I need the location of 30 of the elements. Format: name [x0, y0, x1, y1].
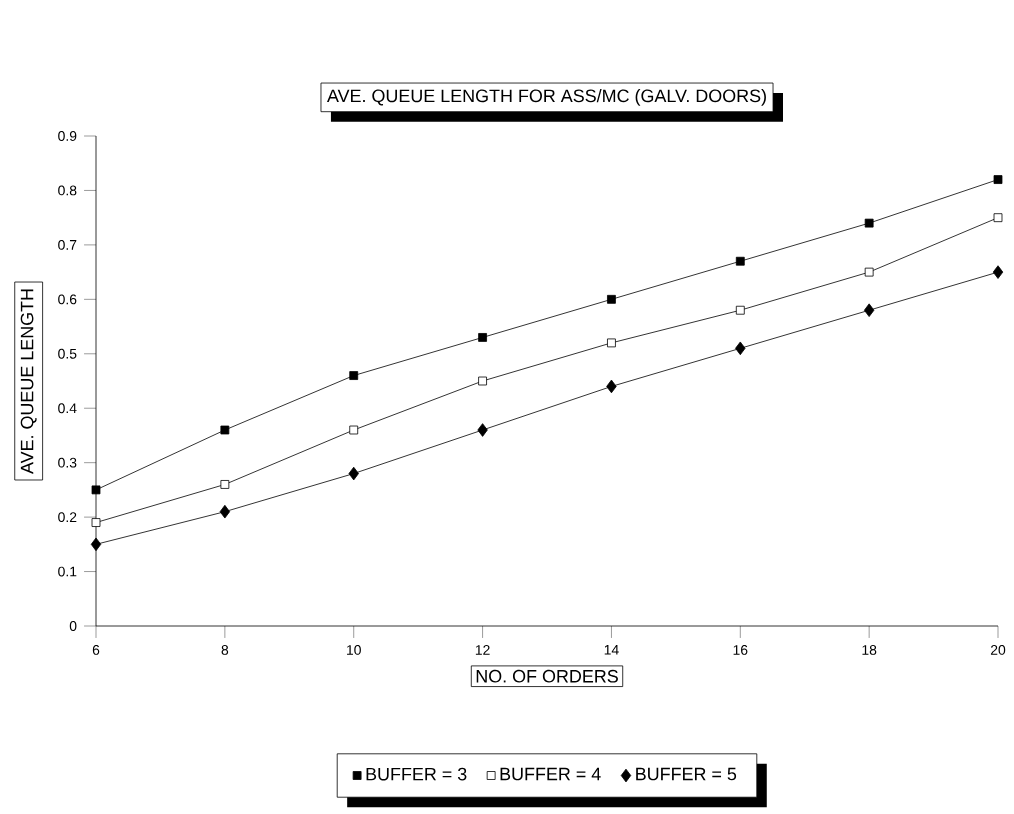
y-axis-title: AVE. QUEUE LENGTH [20, 289, 37, 474]
point [349, 425, 359, 435]
point [219, 504, 231, 519]
point [478, 333, 487, 342]
point [607, 338, 616, 348]
point [90, 537, 102, 552]
point [993, 175, 1003, 184]
point [91, 485, 101, 495]
point [735, 256, 745, 266]
point [863, 303, 875, 317]
chart-title: AVE. QUEUE LENGTH FOR ASS/MC (GALV. DOORS) [326, 89, 766, 106]
point [864, 267, 874, 277]
legend-label: BUFFER = 3 [366, 767, 467, 781]
point [220, 480, 230, 489]
point [735, 341, 746, 356]
x-axis-title: NO. OF ORDERS [476, 669, 618, 683]
point [735, 305, 745, 315]
point [348, 466, 359, 481]
point [91, 518, 101, 527]
point [220, 425, 230, 435]
point [607, 294, 616, 304]
legend-label: BUFFER = 4 [500, 767, 601, 781]
point [349, 371, 359, 380]
point [606, 379, 617, 394]
point [864, 218, 874, 228]
point [993, 213, 1003, 223]
point [478, 376, 487, 386]
point [477, 423, 488, 437]
point [992, 265, 1004, 279]
legend-label: BUFFER = 5 [636, 767, 737, 781]
